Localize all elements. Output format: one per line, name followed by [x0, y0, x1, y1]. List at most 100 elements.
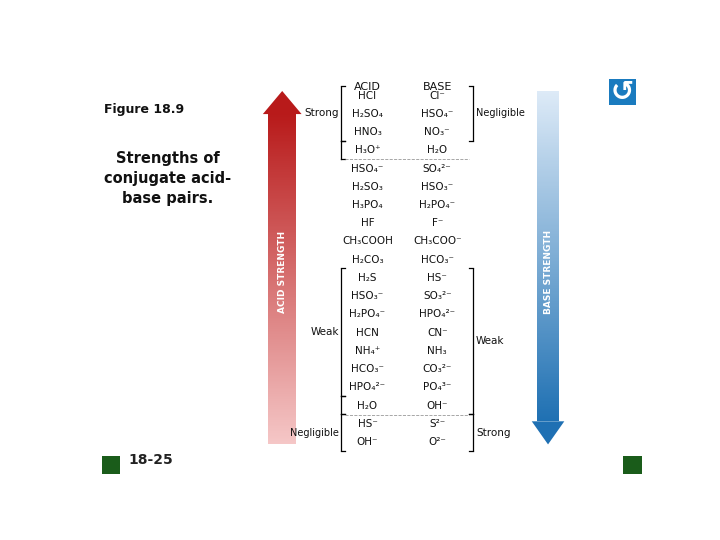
Bar [537, 103, 559, 104]
Bar [537, 297, 559, 298]
Text: H₃O⁺: H₃O⁺ [355, 145, 380, 156]
Bar [537, 119, 559, 121]
Bar [537, 153, 559, 154]
Bar [537, 396, 559, 397]
Bar [269, 238, 296, 239]
Bar [269, 294, 296, 295]
Text: OH⁻: OH⁻ [426, 401, 448, 410]
Bar [537, 398, 559, 399]
Bar [537, 187, 559, 188]
Bar [537, 411, 559, 413]
Bar [269, 263, 296, 264]
Bar [537, 404, 559, 405]
Bar [269, 414, 296, 415]
Bar [269, 171, 296, 172]
Bar [537, 257, 559, 258]
Text: HSO₄⁻: HSO₄⁻ [421, 109, 454, 119]
Bar [537, 138, 559, 139]
Bar [269, 357, 296, 359]
Text: HF: HF [361, 218, 374, 228]
Bar [269, 282, 296, 284]
Bar [269, 225, 296, 226]
Bar [269, 421, 296, 422]
Bar [537, 151, 559, 152]
Bar [537, 363, 559, 364]
Bar [269, 167, 296, 168]
Bar [537, 389, 559, 390]
Bar [269, 349, 296, 350]
Text: ACID STRENGTH: ACID STRENGTH [278, 231, 287, 313]
Bar [537, 420, 559, 421]
Bar [537, 168, 559, 169]
Bar [537, 110, 559, 111]
Bar [537, 102, 559, 103]
Bar [269, 351, 296, 352]
Bar [537, 300, 559, 301]
Bar [269, 264, 296, 265]
Text: BASE: BASE [423, 82, 452, 92]
Bar [269, 345, 296, 347]
Bar [537, 282, 559, 284]
Bar [537, 117, 559, 118]
Bar [537, 205, 559, 206]
Bar [269, 201, 296, 202]
Bar [269, 242, 296, 243]
Bar [269, 375, 296, 376]
Bar [269, 300, 296, 301]
Bar [537, 214, 559, 215]
Bar [537, 340, 559, 341]
Bar [269, 318, 296, 319]
Bar [269, 381, 296, 382]
Bar [269, 248, 296, 249]
Bar [269, 288, 296, 289]
Bar [269, 123, 296, 124]
Bar [269, 230, 296, 231]
Bar [269, 176, 296, 177]
Bar [537, 354, 559, 355]
Bar [537, 150, 559, 151]
Bar [537, 308, 559, 309]
Bar [537, 407, 559, 408]
Bar [537, 252, 559, 253]
Bar [269, 240, 296, 241]
Bar [269, 343, 296, 344]
Bar [537, 251, 559, 252]
Bar [537, 91, 559, 92]
Bar [269, 235, 296, 237]
Bar [537, 399, 559, 400]
Bar [537, 260, 559, 262]
Text: Strengths of
conjugate acid-
base pairs.: Strengths of conjugate acid- base pairs. [104, 151, 231, 206]
Bar [537, 155, 559, 156]
Text: HSO₃⁻: HSO₃⁻ [421, 182, 454, 192]
Bar [537, 163, 559, 164]
Bar [537, 160, 559, 161]
Bar [269, 384, 296, 385]
Bar [269, 303, 296, 305]
Bar [269, 293, 296, 294]
Bar [269, 189, 296, 190]
Bar [269, 441, 296, 442]
Bar [537, 265, 559, 266]
Bar [269, 181, 296, 183]
Bar [537, 232, 559, 233]
Bar [269, 299, 296, 300]
Bar [537, 417, 559, 418]
Bar [537, 200, 559, 201]
Bar [269, 298, 296, 299]
Bar [537, 233, 559, 234]
Bar [537, 195, 559, 197]
Bar [537, 139, 559, 140]
Bar [537, 288, 559, 289]
Bar [537, 394, 559, 395]
Bar [537, 123, 559, 124]
Bar [269, 257, 296, 258]
Bar [269, 218, 296, 219]
Bar [537, 213, 559, 214]
Bar [537, 307, 559, 308]
Bar [537, 169, 559, 170]
Bar [269, 431, 296, 433]
Bar [269, 245, 296, 246]
Bar [269, 179, 296, 180]
Bar [537, 305, 559, 306]
Bar [269, 334, 296, 335]
